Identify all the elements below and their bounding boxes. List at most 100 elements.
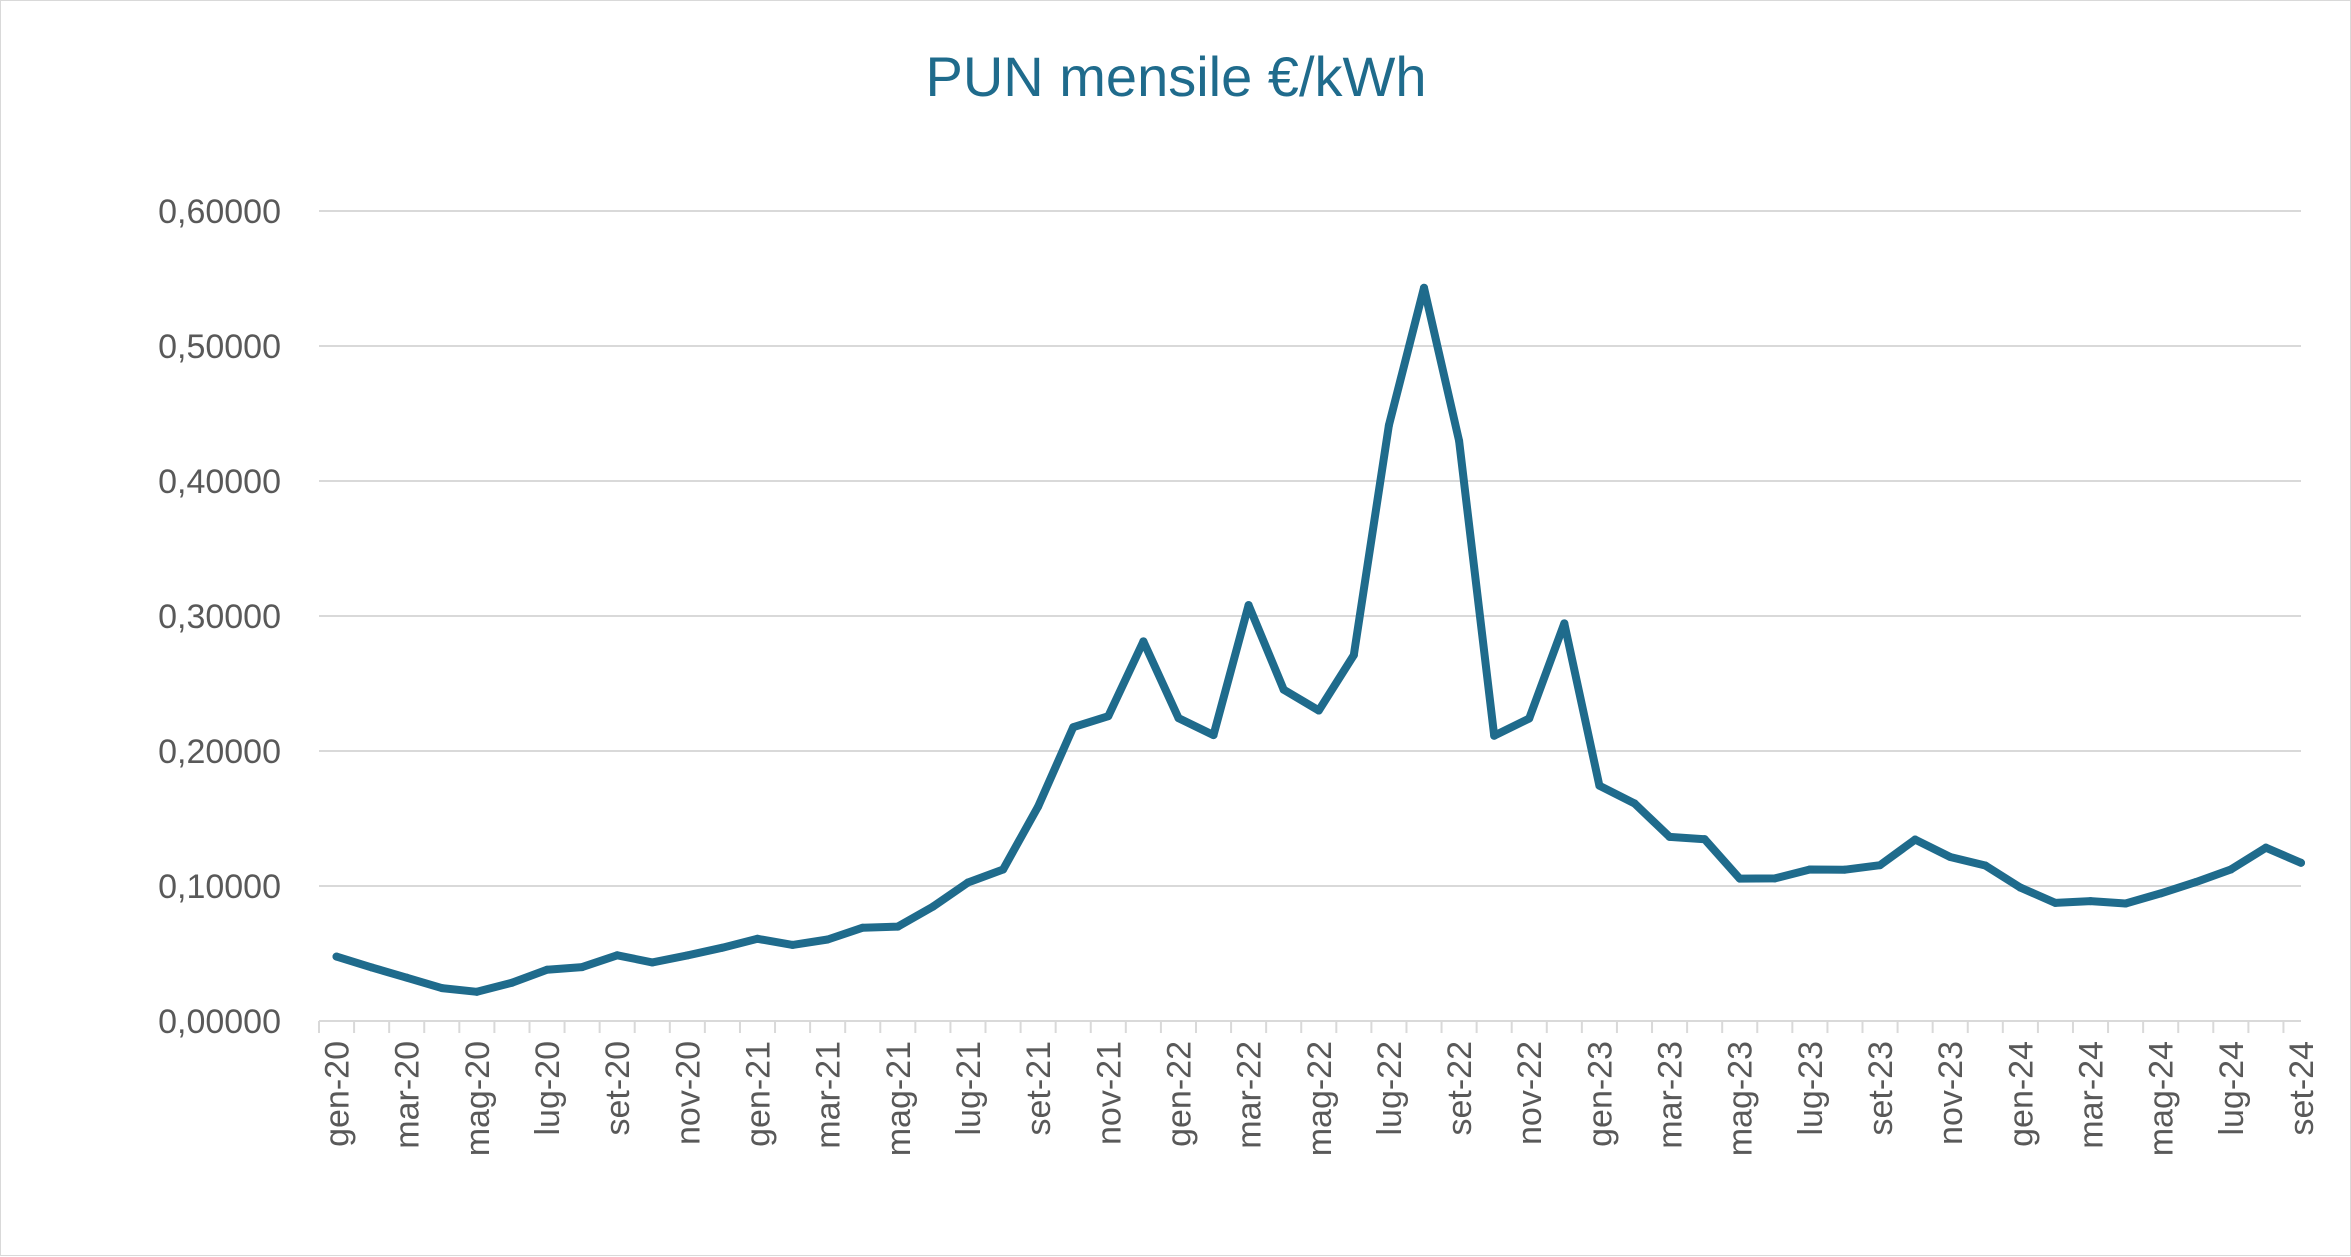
data-point (963, 878, 972, 887)
x-tick-label: lug-21 (950, 1041, 988, 1136)
data-point (648, 958, 657, 967)
data-point (2016, 883, 2025, 892)
data-point (2297, 858, 2305, 867)
data-point (613, 951, 622, 960)
x-tick-label: mag-20 (459, 1041, 497, 1156)
y-tick-label: 0,50000 (158, 328, 281, 366)
data-point (1770, 874, 1779, 883)
x-tick-label: lug-23 (1792, 1041, 1830, 1136)
data-point (507, 978, 516, 987)
data-point (2121, 899, 2130, 908)
data-point (2156, 889, 2165, 898)
data-point (1595, 781, 1604, 790)
data-point (1349, 651, 1358, 660)
data-point (788, 940, 797, 949)
data-point (1981, 861, 1990, 870)
x-tick-label: set-21 (1020, 1041, 1058, 1136)
x-axis: gen-20 mar-20 mag-20 lug-20 set-20 nov-20 gen-… (318, 1020, 2321, 1156)
x-tick-label: set-20 (599, 1041, 637, 1136)
data-point (1209, 731, 1218, 740)
data-point (1805, 865, 1814, 874)
x-tick-label: nov-23 (1932, 1041, 1970, 1145)
x-tick-label: mar-22 (1231, 1041, 1269, 1149)
data-point (472, 987, 481, 996)
x-tick-label: nov-22 (1511, 1041, 1549, 1145)
data-point (367, 963, 376, 972)
x-tick-label: mag-22 (1301, 1041, 1339, 1156)
x-tick-label: gen-20 (319, 1041, 357, 1147)
data-point (858, 923, 867, 932)
x-tick-label: mar-24 (2073, 1041, 2111, 1149)
data-point (1876, 861, 1885, 870)
data-point (683, 951, 692, 960)
chart-title: PUN mensile €/kWh (925, 45, 1426, 108)
data-point (1700, 835, 1709, 844)
gridlines (319, 210, 2301, 887)
data-point (1279, 685, 1288, 694)
data-point (1560, 619, 1569, 628)
data-point (893, 922, 902, 931)
data-point (823, 935, 832, 944)
x-tick-label: mar-21 (810, 1041, 848, 1149)
y-axis-tick-labels: 0,00000 0,10000 0,20000 0,30000 0,40000 0,500… (158, 193, 281, 1041)
data-point (2226, 865, 2235, 874)
x-tick-label: lug-24 (2213, 1041, 2251, 1136)
x-tick-label: gen-24 (2002, 1041, 2040, 1147)
data-point (2086, 897, 2095, 906)
data-point (2191, 878, 2200, 887)
y-tick-label: 0,40000 (158, 463, 281, 501)
data-point (1034, 802, 1043, 811)
data-point (718, 943, 727, 952)
data-point (753, 934, 762, 943)
data-point (332, 952, 341, 961)
x-tick-label: gen-21 (739, 1041, 777, 1147)
data-point (1139, 637, 1148, 646)
x-tick-label: mar-23 (1652, 1041, 1690, 1149)
data-point (1735, 874, 1744, 883)
x-tick-label: mar-20 (389, 1041, 427, 1149)
x-tick-label: set-23 (1862, 1041, 1900, 1136)
x-tick-label: mag-21 (880, 1041, 918, 1156)
data-point (1665, 832, 1674, 841)
data-point (1384, 421, 1393, 430)
x-tick-label: mag-23 (1722, 1041, 1760, 1156)
x-tick-label: lug-20 (529, 1041, 567, 1136)
data-point (1911, 835, 1920, 844)
x-tick-label: set-24 (2283, 1041, 2321, 1136)
data-point (1630, 799, 1639, 808)
y-tick-label: 0,20000 (158, 733, 281, 771)
y-tick-label: 0,10000 (158, 868, 281, 906)
data-point (1314, 706, 1323, 715)
data-point (999, 865, 1008, 874)
data-point (1174, 714, 1183, 723)
data-point (402, 973, 411, 982)
x-tick-label: nov-20 (669, 1041, 707, 1145)
data-point (1455, 436, 1464, 445)
data-point (2261, 843, 2270, 852)
series-layer (332, 283, 2305, 996)
data-point (1946, 852, 1955, 861)
x-tick-label: set-22 (1441, 1041, 1479, 1136)
x-tick-label: nov-21 (1090, 1041, 1128, 1145)
x-tick-label: gen-22 (1160, 1041, 1198, 1147)
data-point (928, 902, 937, 911)
data-point (437, 984, 446, 993)
data-point (1840, 865, 1849, 874)
x-tick-label: mag-24 (2143, 1041, 2181, 1156)
data-point (1490, 731, 1499, 740)
data-point (1244, 601, 1253, 610)
y-tick-label: 0,60000 (158, 193, 281, 231)
data-point (578, 963, 587, 972)
x-tick-label: lug-22 (1371, 1041, 1409, 1136)
y-tick-label: 0,00000 (158, 1003, 281, 1041)
data-point (1420, 283, 1429, 292)
data-point (1525, 714, 1534, 723)
x-tick-label: gen-23 (1581, 1041, 1619, 1147)
data-point (1104, 712, 1113, 721)
data-point (1069, 723, 1078, 732)
y-tick-label: 0,30000 (158, 598, 281, 636)
data-point (543, 965, 552, 974)
data-point (2051, 898, 2060, 907)
